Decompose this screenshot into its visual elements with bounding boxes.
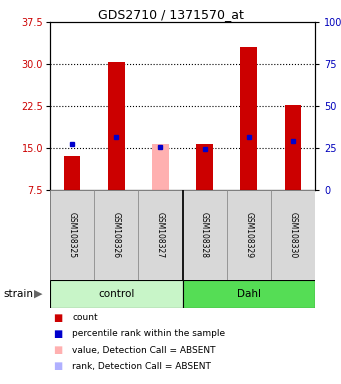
Text: ■: ■ (54, 329, 63, 339)
Bar (64, 156, 80, 190)
Text: ■: ■ (54, 361, 63, 371)
Text: rank, Detection Call = ABSENT: rank, Detection Call = ABSENT (72, 361, 211, 371)
Text: GSM108329: GSM108329 (244, 212, 253, 258)
Text: GSM108325: GSM108325 (68, 212, 77, 258)
Text: GSM108327: GSM108327 (156, 212, 165, 258)
Text: count: count (72, 313, 98, 323)
Bar (138, 190, 182, 280)
Text: GDS2710 / 1371570_at: GDS2710 / 1371570_at (98, 8, 243, 21)
Bar (227, 190, 271, 280)
Bar (50, 280, 182, 308)
Bar (94, 190, 138, 280)
Text: GSM108330: GSM108330 (288, 212, 297, 258)
Bar (50, 190, 94, 280)
Text: control: control (98, 289, 134, 299)
Bar (271, 190, 315, 280)
Bar (240, 47, 257, 190)
Text: ■: ■ (54, 345, 63, 355)
Text: GSM108328: GSM108328 (200, 212, 209, 258)
Bar (152, 144, 169, 190)
Text: strain: strain (3, 289, 33, 299)
Text: GSM108326: GSM108326 (112, 212, 121, 258)
Text: percentile rank within the sample: percentile rank within the sample (72, 329, 225, 339)
Text: ▶: ▶ (34, 289, 43, 299)
Bar (196, 144, 213, 190)
Text: Dahl: Dahl (237, 289, 261, 299)
Bar (182, 280, 315, 308)
Bar (284, 106, 301, 190)
Text: ■: ■ (54, 313, 63, 323)
Text: value, Detection Call = ABSENT: value, Detection Call = ABSENT (72, 346, 216, 354)
Bar (182, 190, 227, 280)
Bar (108, 62, 125, 190)
